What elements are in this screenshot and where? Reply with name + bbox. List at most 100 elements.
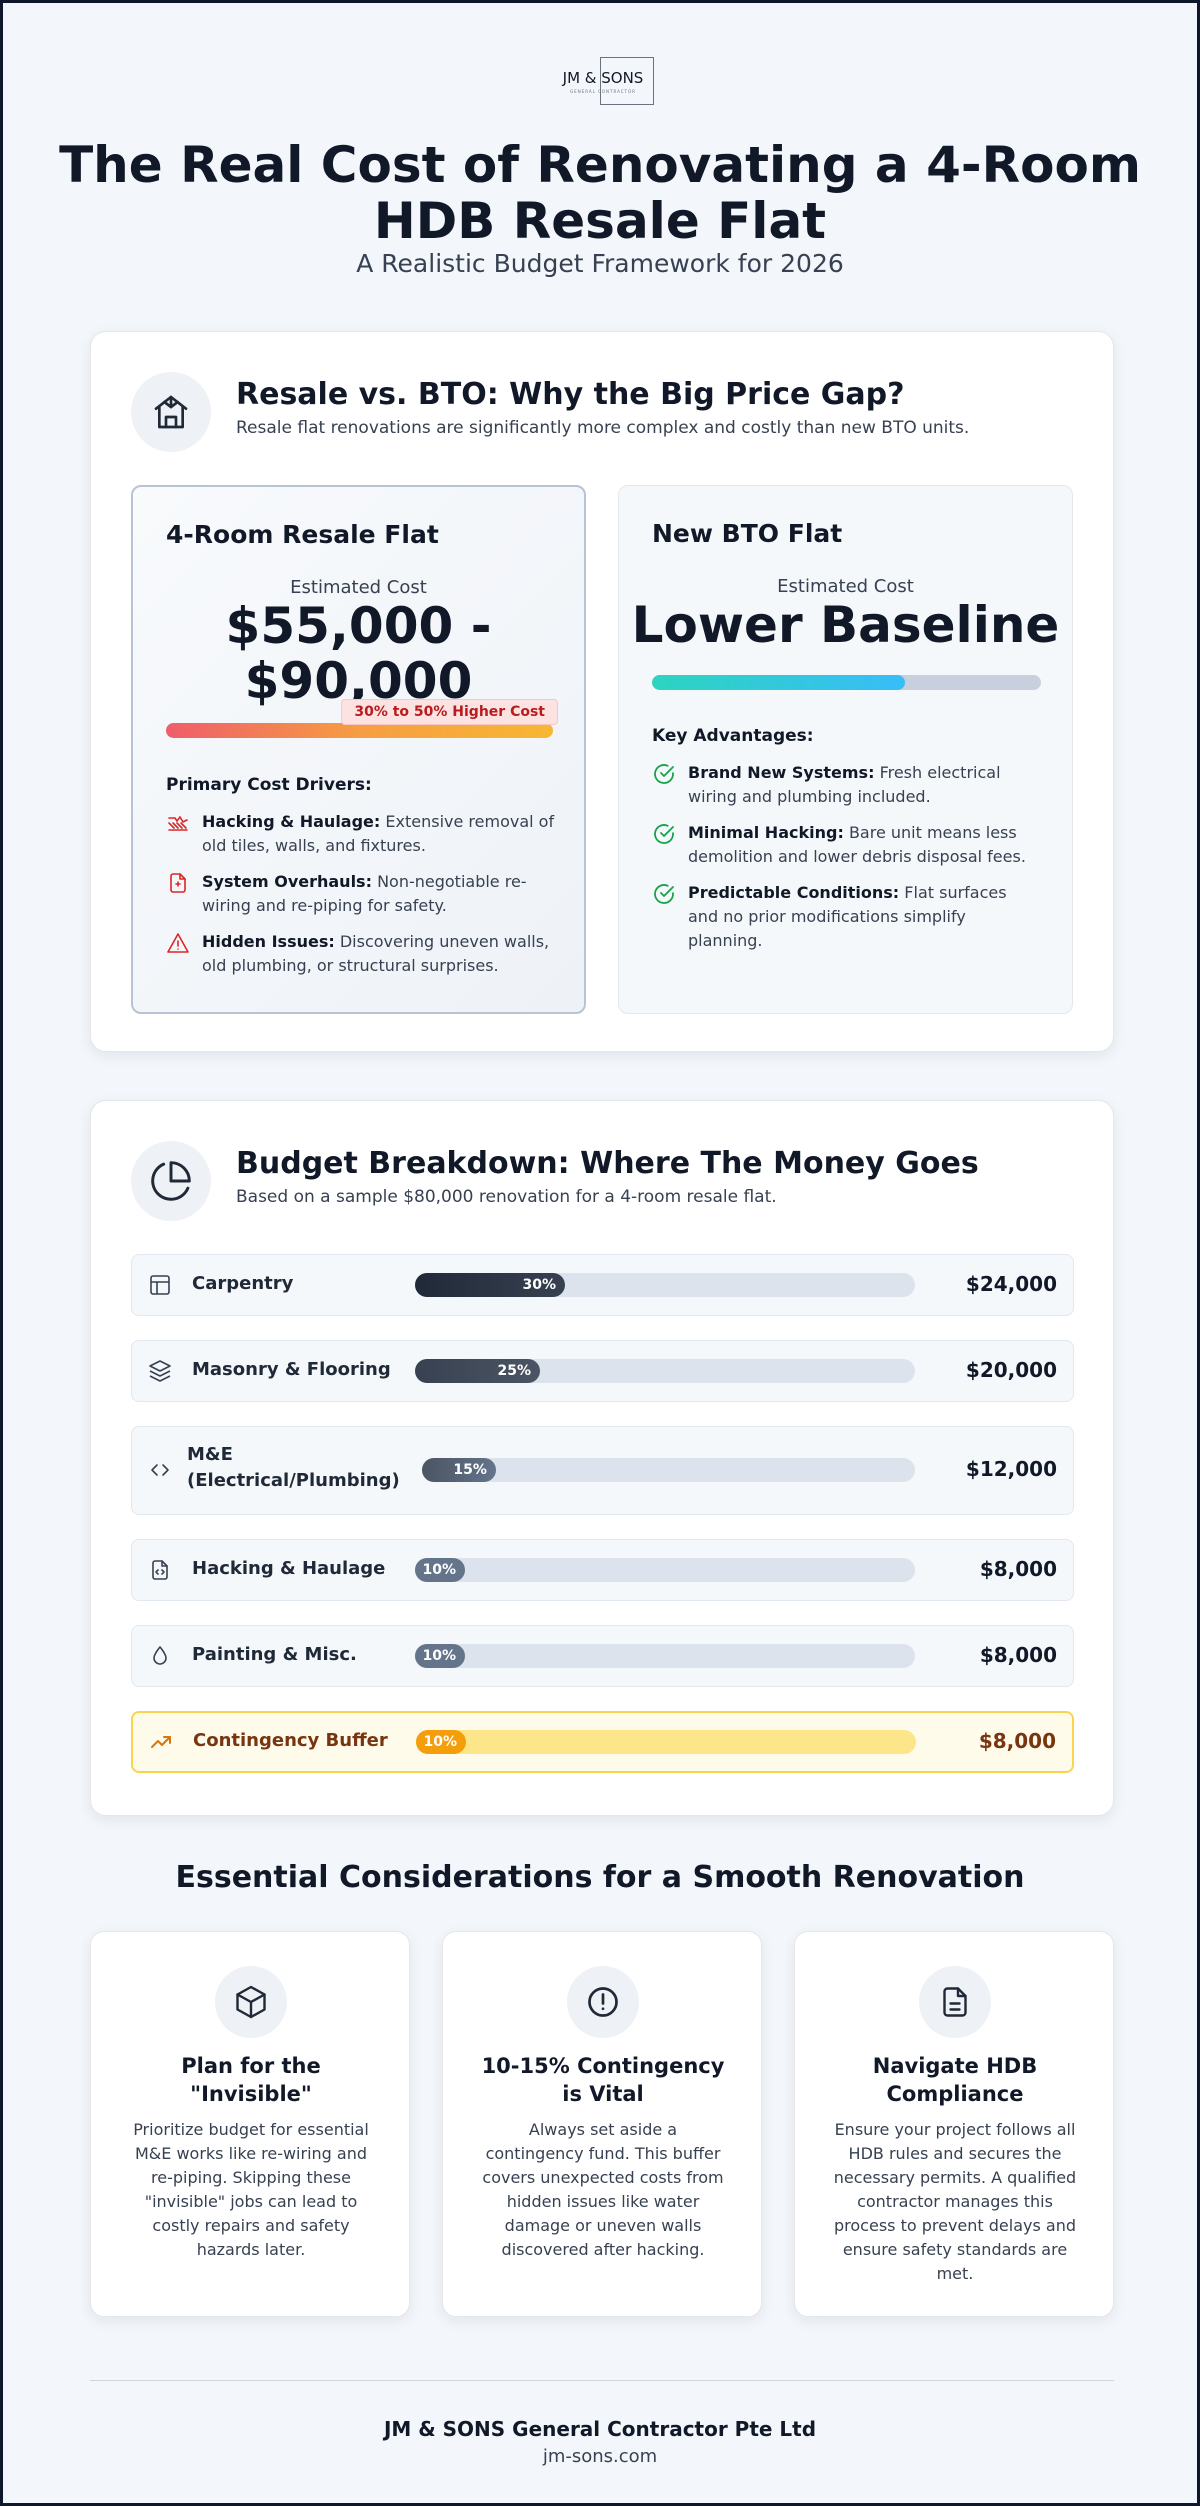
comparison-section: Resale vs. BTO: Why the Big Price Gap? R… [90,331,1114,1052]
bto-est-label: Estimated Cost [777,576,914,597]
driver-item: Hidden Issues: Discovering uneven walls,… [166,930,566,978]
budget-track: 10% [415,1644,915,1668]
budget-track: 15% [422,1458,915,1482]
budget-fill: 30% [415,1273,565,1297]
budget-track: 25% [415,1359,915,1383]
budget-amount: $8,000 [978,1729,1056,1753]
footer-company: JM & SONS General Contractor Pte Ltd [383,2417,817,2441]
essential-title: Plan for the "Invisible" [181,2054,321,2106]
budget-percent: 10% [422,1562,456,1578]
resale-panel: 4-Room Resale Flat Estimated Cost $55,00… [131,485,586,1014]
driver-item: Hacking & Haulage: Extensive removal of … [166,810,566,858]
driver-text: Non-negotiable re-wiring and re-piping f… [202,872,527,915]
resale-title: 4-Room Resale Flat [166,520,439,549]
essential-card: Navigate HDB Compliance Ensure your proj… [794,1931,1114,2317]
advantage-item: Brand New Systems: Fresh electrical wiri… [652,761,1032,809]
budget-track: 10% [415,1558,915,1582]
budget-label: Carpentry [192,1273,294,1294]
breakdown-subtitle: Based on a sample $80,000 renovation for… [236,1187,777,1207]
budget-percent: 25% [497,1363,531,1379]
advantage-bold: Brand New Systems: [688,763,875,782]
driver-text: Discovering uneven walls, old plumbing, … [202,932,550,975]
advantage-item: Predictable Conditions: Flat surfaces an… [652,881,1032,953]
budget-track: 10% [416,1730,916,1754]
budget-track: 30% [415,1273,915,1297]
budget-fill: 10% [416,1730,466,1754]
check-circle-icon [652,822,676,869]
budget-row: Painting & Misc. 10% $8,000 [131,1625,1074,1687]
warning-icon [166,931,190,978]
budget-fill: 10% [415,1558,465,1582]
budget-amount: $8,000 [979,1643,1057,1667]
code-icon [151,1464,169,1476]
page-title: The Real Cost of Renovating a 4-Room HDB… [59,136,1141,250]
driver-text: Extensive removal of old tiles, walls, a… [202,812,555,855]
essential-title: 10-15% Contingency is Vital [481,2054,725,2106]
footer-website[interactable]: jm-sons.com [542,2446,658,2467]
budget-row: Masonry & Flooring 25% $20,000 [131,1340,1074,1402]
advantages-heading: Key Advantages: [652,726,814,746]
logo-sub: GENERAL CONTRACTOR [570,88,636,94]
bto-cost-bar [652,675,1041,690]
resale-cost-bar [166,723,553,738]
logo-name: JM & SONS [562,68,644,87]
advantage-text: Bare unit means less demolition and lowe… [688,823,1026,866]
essentials-title: Essential Considerations for a Smooth Re… [175,1860,1025,1895]
house-icon [131,372,211,452]
layout-icon [150,1275,170,1295]
document-icon [919,1966,991,2038]
breakdown-section: Budget Breakdown: Where The Money Goes B… [90,1100,1114,1816]
advantage-bold: Minimal Hacking: [688,823,844,842]
check-circle-icon [652,882,676,953]
essential-text: Always set aside a contingency fund. Thi… [482,2120,724,2259]
check-circle-icon [652,762,676,809]
hacking-icon [166,811,190,858]
breakdown-title: Budget Breakdown: Where The Money Goes [236,1146,979,1181]
layers-icon [149,1360,171,1382]
budget-row: M&E (Electrical/Plumbing) 15% $12,000 [131,1426,1074,1515]
essential-text: Prioritize budget for essential M&E work… [133,2120,369,2259]
advantage-text: Fresh electrical wiring and plumbing inc… [688,763,1001,806]
bto-panel: New BTO Flat Estimated Cost Lower Baseli… [618,485,1073,1014]
budget-percent: 30% [522,1277,556,1293]
resale-price: $55,000 - $90,000 [133,599,584,709]
budget-percent: 10% [423,1734,457,1750]
essential-text: Ensure your project follows all HDB rule… [833,2120,1077,2283]
bto-price: Lower Baseline [631,596,1060,654]
advantage-bold: Predictable Conditions: [688,883,900,902]
budget-amount: $8,000 [979,1557,1057,1581]
budget-percent: 15% [453,1462,487,1478]
budget-label: Contingency Buffer [193,1730,388,1751]
comparison-title: Resale vs. BTO: Why the Big Price Gap? [236,377,905,412]
essential-card: Plan for the "Invisible" Prioritize budg… [90,1931,410,2317]
driver-bold: Hacking & Haulage: [202,812,381,831]
budget-label: Masonry & Flooring [192,1359,391,1380]
budget-percent: 10% [422,1648,456,1664]
essential-title: Navigate HDB Compliance [872,2054,1038,2106]
pie-chart-icon [131,1141,211,1221]
budget-row-contingency: Contingency Buffer 10% $8,000 [131,1711,1074,1773]
comparison-subtitle: Resale flat renovations are significantl… [236,418,970,438]
budget-amount: $24,000 [965,1272,1057,1296]
resale-price-line1: $55,000 - [225,597,492,655]
alert-circle-icon [567,1966,639,2038]
budget-amount: $20,000 [965,1358,1057,1382]
system-file-icon [166,871,190,918]
footer-divider [90,2380,1114,2381]
budget-fill: 25% [415,1359,540,1383]
resale-est-label: Estimated Cost [290,577,427,598]
budget-amount: $12,000 [965,1457,1057,1481]
driver-bold: Hidden Issues: [202,932,335,951]
budget-row: Carpentry 30% $24,000 [131,1254,1074,1316]
drivers-heading: Primary Cost Drivers: [166,775,372,795]
budget-label: Painting & Misc. [192,1644,357,1665]
driver-item: System Overhauls: Non-negotiable re-wiri… [166,870,566,918]
higher-cost-badge: 30% to 50% Higher Cost [341,699,558,725]
advantage-item: Minimal Hacking: Bare unit means less de… [652,821,1032,869]
droplet-icon [153,1646,167,1665]
budget-fill: 15% [422,1458,496,1482]
budget-label: Hacking & Haulage [192,1558,386,1579]
budget-row: Hacking & Haulage 10% $8,000 [131,1539,1074,1601]
company-logo: JM & SONS GENERAL CONTRACTOR [552,57,654,105]
budget-label: M&E (Electrical/Plumbing) [187,1444,400,1491]
